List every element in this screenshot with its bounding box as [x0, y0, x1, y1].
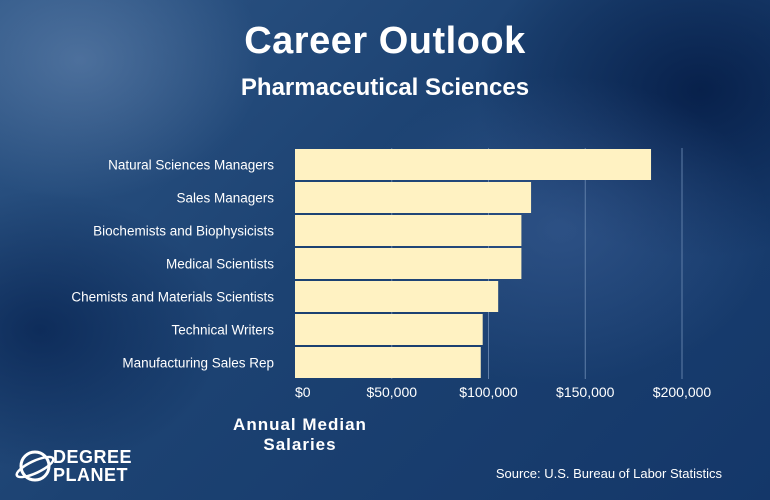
x-tick-label: $200,000: [653, 384, 712, 400]
brand-logo-text: DEGREE PLANET: [53, 448, 132, 484]
x-tick-label: $50,000: [366, 384, 417, 400]
x-tick-label: $150,000: [556, 384, 615, 400]
x-tick-label: $100,000: [459, 384, 518, 400]
bar: [295, 215, 522, 246]
category-label: Technical Writers: [171, 323, 274, 338]
bar: [295, 281, 499, 312]
bar: [295, 347, 481, 378]
category-label: Medical Scientists: [166, 257, 274, 272]
bar: [295, 314, 483, 345]
bar: [295, 248, 522, 279]
planet-logo-icon: [15, 450, 55, 482]
category-label: Sales Managers: [176, 191, 274, 206]
x-axis-label: Annual Median Salaries: [233, 415, 367, 454]
page-title: Career Outlook: [244, 20, 526, 62]
category-label: Chemists and Materials Scientists: [71, 290, 274, 305]
brand-line-1: DEGREE: [53, 447, 133, 467]
bar: [295, 149, 652, 180]
bar-chart: Natural Sciences Managers Sales Managers B…: [71, 148, 712, 400]
category-label: Biochemists and Biophysicists: [93, 224, 274, 239]
bar: [295, 182, 532, 213]
category-label: Manufacturing Sales Rep: [122, 356, 274, 371]
source-credit: Source: U.S. Bureau of Labor Statistics: [495, 466, 722, 481]
category-label: Natural Sciences Managers: [108, 158, 274, 173]
page-subtitle: Pharmaceutical Sciences: [240, 74, 530, 101]
brand-line-2: PLANET: [53, 465, 128, 485]
x-tick-label: $0: [295, 384, 311, 400]
